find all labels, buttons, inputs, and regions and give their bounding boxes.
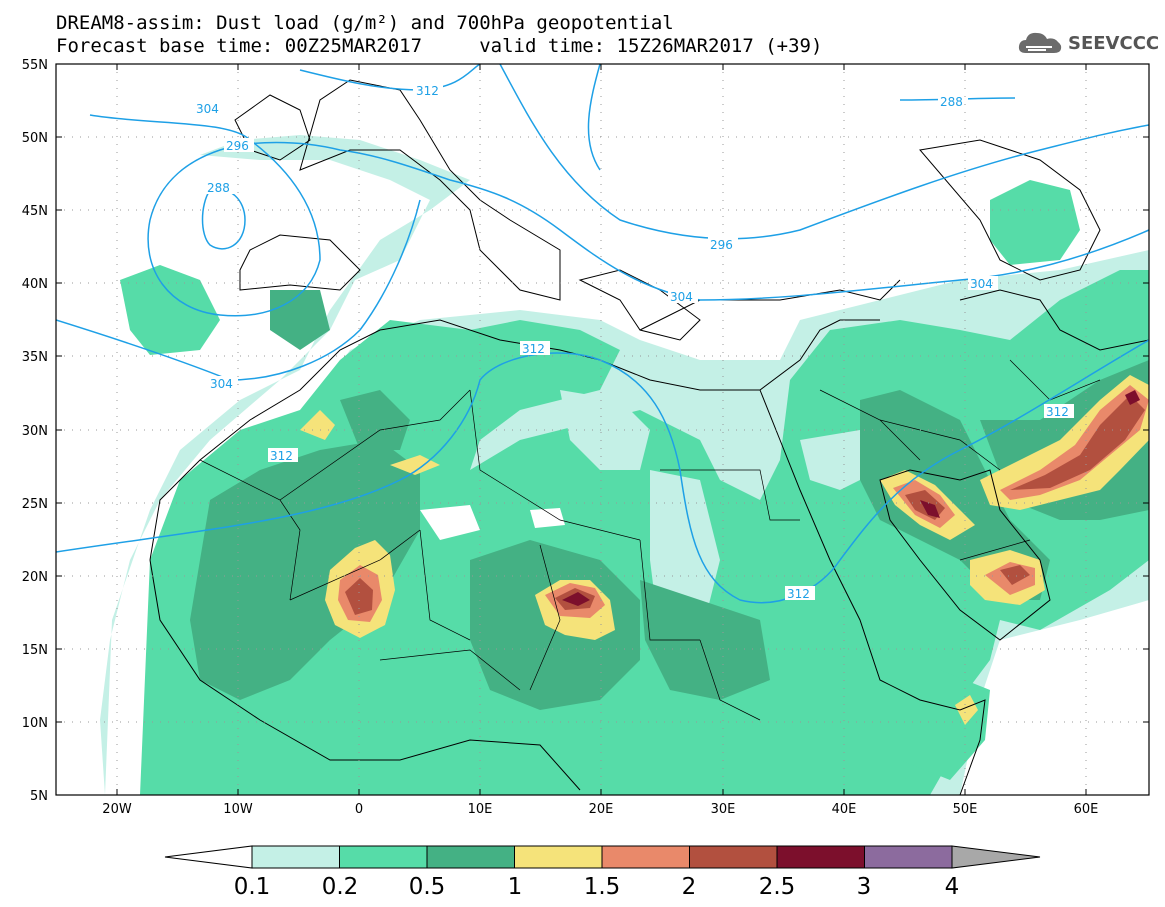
lon-label: 20W — [102, 802, 132, 817]
lon-label: 50E — [953, 802, 978, 817]
contour-label: 312 — [787, 587, 810, 601]
colorbar-segment — [514, 845, 603, 869]
lon-label: 60E — [1074, 802, 1099, 817]
dust-fields — [100, 135, 1149, 795]
dust-level-1 — [300, 410, 335, 440]
lat-label: 55N — [22, 58, 48, 73]
contour-label: 304 — [970, 277, 993, 291]
dust-level-0-2 — [990, 180, 1080, 265]
colorbar-segment — [251, 845, 340, 869]
colorbar-label: 0.5 — [409, 874, 446, 900]
colorbar-left-arrow — [164, 845, 253, 869]
dust-level-0-2 — [120, 265, 220, 355]
colorbar-label: 2.5 — [759, 874, 796, 900]
lat-label: 5N — [30, 789, 48, 804]
dust-level-0-5 — [190, 440, 420, 700]
contour-label: 288 — [207, 181, 230, 195]
country-borders — [199, 359, 1101, 721]
contour-labels: 312 304 296 288 288 296 304 312 304 312 … — [194, 83, 1074, 601]
colorbar-label: 1 — [508, 874, 523, 900]
colorbar-segment — [601, 845, 690, 869]
lon-label: 10W — [223, 802, 253, 817]
colorbar-label: 0.2 — [322, 874, 359, 900]
lon-label: 40E — [832, 802, 857, 817]
colorbar — [164, 845, 1041, 869]
dust-level-2-5 — [1125, 390, 1140, 405]
contour-label: 296 — [226, 139, 249, 153]
dust-level-2 — [1000, 565, 1030, 585]
dust-level-0-5 — [340, 390, 410, 450]
dust-level-0-5 — [640, 580, 770, 700]
dust-level-1 — [955, 695, 978, 725]
lat-label: 30N — [22, 424, 48, 439]
dust-level-2-5 — [920, 500, 940, 518]
colorbar-segment — [776, 845, 865, 869]
latitude-labels: 55N 50N 45N 40N 35N 30N 25N 20N 15N 10N … — [22, 58, 48, 804]
colorbar-label: 4 — [945, 874, 960, 900]
colorbar-right-arrow — [951, 845, 1041, 869]
lat-label: 25N — [22, 497, 48, 512]
longitude-labels: 20W 10W 0 10E 20E 30E 40E 50E 60E — [102, 802, 1098, 817]
lon-label: 0 — [355, 802, 363, 817]
lat-label: 15N — [22, 643, 48, 658]
colorbar-segment — [864, 845, 953, 869]
contour-label: 304 — [210, 377, 233, 391]
lat-label: 10N — [22, 716, 48, 731]
colorbar-segment — [689, 845, 778, 869]
contour-label: 312 — [416, 84, 439, 98]
map-title: DREAM8-assim: Dust load (g/m²) and 700hP… — [56, 12, 674, 34]
contour-label: 312 — [270, 449, 293, 463]
contour-label: 304 — [196, 102, 219, 116]
tick-marks — [56, 63, 1149, 796]
lon-label: 30E — [711, 802, 736, 817]
dust-level-2-5 — [562, 592, 590, 606]
contour-label: 296 — [710, 238, 733, 252]
contour-label: 288 — [940, 95, 963, 109]
lat-label: 35N — [22, 350, 48, 365]
colorbar-label: 2 — [682, 874, 697, 900]
lat-label: 45N — [22, 204, 48, 219]
dust-level-0-2 — [880, 670, 990, 780]
lon-label: 20E — [589, 802, 614, 817]
colorbar-label: 0.1 — [234, 874, 271, 900]
dust-level-0-1 — [100, 135, 470, 795]
logo-text: SEEVCCC — [1068, 32, 1160, 54]
dust-gap — [530, 508, 565, 528]
lat-label: 20N — [22, 570, 48, 585]
colorbar-label: 1.5 — [584, 874, 621, 900]
lat-label: 50N — [22, 131, 48, 146]
lat-label: 40N — [22, 277, 48, 292]
dust-gap — [560, 390, 650, 470]
lon-label: 10E — [468, 802, 493, 817]
dust-level-1 — [390, 455, 440, 475]
seevccc-logo: SEEVCCC — [1016, 28, 1159, 58]
colorbar-segment — [426, 845, 515, 869]
contour-label: 304 — [670, 290, 693, 304]
dust-gap — [420, 505, 480, 540]
dust-level-2 — [345, 578, 373, 615]
map-subtitle: Forecast base time: 00Z25MAR2017 valid t… — [56, 35, 823, 57]
colorbar-label: 3 — [857, 874, 872, 900]
colorbar-labels: 0.1 0.2 0.5 1 1.5 2 2.5 3 4 — [234, 874, 960, 900]
contour-label: 312 — [522, 342, 545, 356]
dust-level-2 — [1010, 395, 1145, 490]
contour-label: 312 — [1046, 405, 1069, 419]
colorbar-segment — [339, 845, 428, 869]
cloud-icon — [1018, 32, 1062, 53]
